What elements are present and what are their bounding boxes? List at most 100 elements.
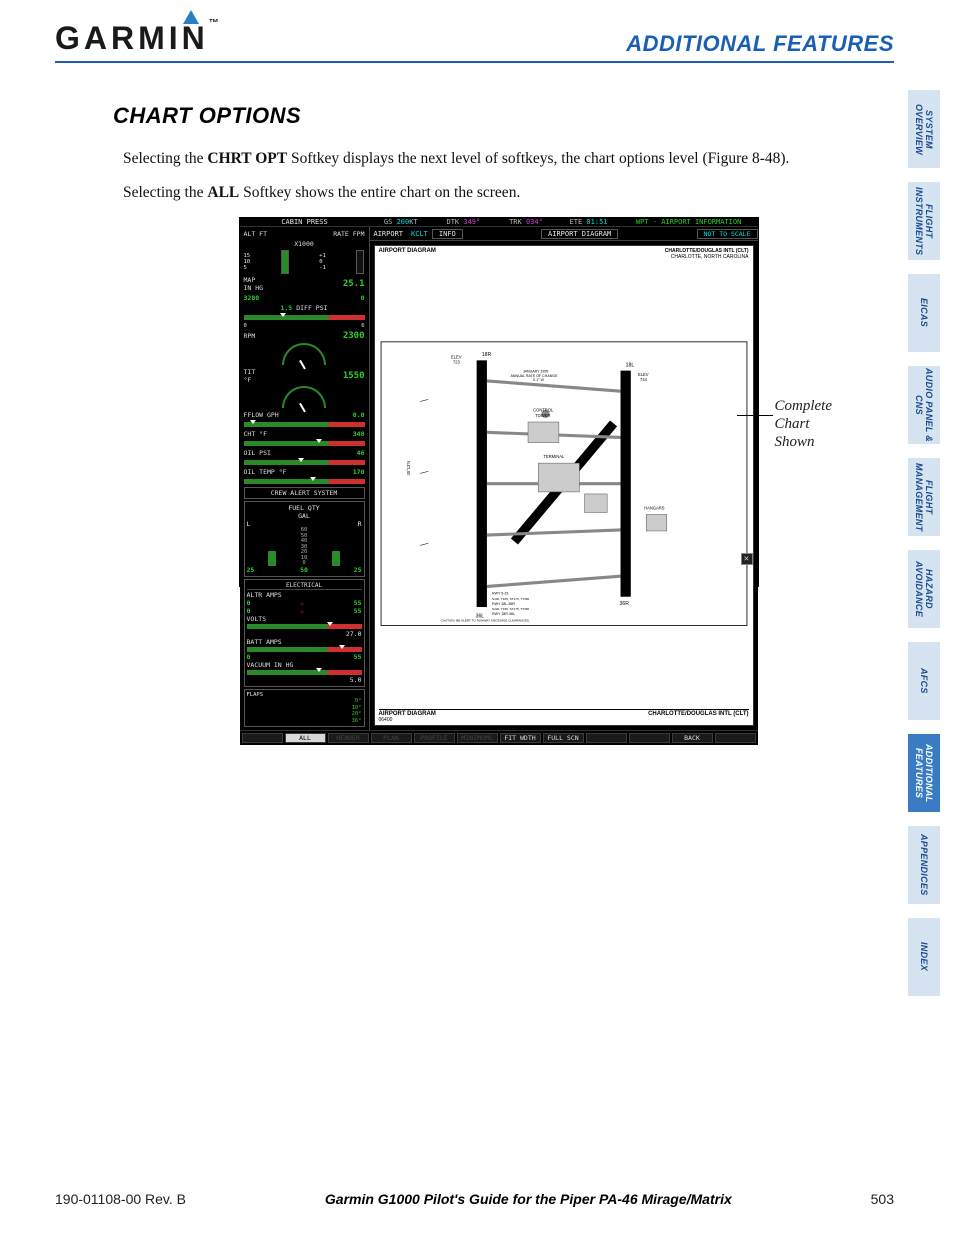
alt-ticks: 15105 <box>244 253 251 271</box>
tit-val: 1550 <box>343 371 365 381</box>
section-heading: CHART OPTIONS <box>113 103 874 129</box>
gs-val: 200 <box>397 218 410 226</box>
rpm-gauge-icon <box>282 343 326 365</box>
logo-text: GARMIN™ <box>55 20 223 57</box>
batt-bar <box>247 647 362 652</box>
softkey-header[interactable]: HEADER <box>328 733 369 743</box>
paper-footer-l: AIRPORT DIAGRAM06400 <box>379 711 436 723</box>
callout-l2: Chart <box>775 416 810 432</box>
dtk-val: 349° <box>463 218 480 226</box>
fuel-bars: 6050403020100 <box>247 528 362 566</box>
tab-index[interactable]: INDEX <box>908 918 940 996</box>
content-area: CHART OPTIONS Selecting the CHRT OPT Sof… <box>55 103 874 616</box>
gs-lbl: GS <box>384 218 392 226</box>
diff-val: 1.5 <box>280 304 292 312</box>
softkey-plan[interactable]: PLAN <box>371 733 412 743</box>
altr2-vals: 0⚠55 <box>247 607 362 615</box>
softkey-back[interactable]: BACK <box>672 733 713 743</box>
softkey-1[interactable] <box>242 733 283 743</box>
tab-audio-panel[interactable]: AUDIO PANEL & CNS <box>908 366 940 444</box>
svg-text:RWY 18L-36R: RWY 18L-36R <box>492 602 515 606</box>
tab-afcs[interactable]: AFCS <box>908 642 940 720</box>
airport-lbl: AIRPORT <box>370 230 408 238</box>
tab-appendices[interactable]: APPENDICES <box>908 826 940 904</box>
oiltemp-bar <box>244 479 365 484</box>
altr-lbl: ALTR AMPS <box>247 591 282 599</box>
cht-ptr <box>316 439 322 443</box>
softkey-12[interactable] <box>715 733 756 743</box>
tab-hazard-avoidance[interactable]: HAZARD AVOIDANCE <box>908 550 940 628</box>
altr-row: ALTR AMPS <box>247 591 362 599</box>
oiltemp-lbl: OIL TEMP °F <box>244 468 287 476</box>
softkey-10[interactable] <box>629 733 670 743</box>
eis-alt-scale: 15105 +10-1 <box>244 250 365 274</box>
softkey-profile[interactable]: PROFILE <box>414 733 455 743</box>
softkey-minimums[interactable]: MINIMUMS <box>457 733 498 743</box>
wpt-title: WPT - AIRPORT INFORMATION <box>620 218 758 226</box>
svg-text:TOWER: TOWER <box>535 413 550 418</box>
fflow-bar <box>244 422 365 427</box>
rpm-lbl: RPM <box>244 332 256 340</box>
rate-bar <box>356 250 364 274</box>
tab-additional-features[interactable]: ADDITIONAL FEATURES <box>908 734 940 812</box>
paragraph-2: Selecting the ALL Softkey shows the enti… <box>123 181 874 205</box>
mfd-display: CABIN PRESS GS 200KT DTK 349° TRK 034° E… <box>239 217 759 587</box>
callout-text: Complete Chart Shown <box>775 397 833 451</box>
volts-val: 27.0 <box>247 630 362 638</box>
vac-row: VACUUM IN HG <box>247 661 362 669</box>
info-box[interactable]: INFO <box>432 229 463 239</box>
map-val: 25.1 <box>343 279 365 289</box>
dtk-lbl: DTK <box>447 218 460 226</box>
tit-unit: °F <box>244 376 252 384</box>
softkey-9[interactable] <box>586 733 627 743</box>
map-lbl: MAP <box>244 276 256 284</box>
volts-bar <box>247 624 362 629</box>
x1000: X1000 <box>294 240 314 248</box>
oilpsi-lbl: OIL PSI <box>244 449 271 457</box>
diagram-box[interactable]: AIRPORT DIAGRAM <box>541 229 618 239</box>
vac-lbl: VACUUM IN HG <box>247 661 294 669</box>
chart-title-row: AIRPORT DIAGRAM CHARLOTTE/DOUGLAS INTL (… <box>379 248 749 260</box>
rate-lbl: RATE FPM <box>333 230 364 238</box>
diff-ptr <box>280 313 286 317</box>
fuel-r-bar <box>311 528 361 566</box>
oilpsi-val: 46 <box>357 449 365 457</box>
cabin-press-label: CABIN PRESS <box>240 218 370 226</box>
svg-text:TERMINAL: TERMINAL <box>543 454 564 459</box>
eis-rpm: RPM2300 <box>244 331 365 341</box>
gs-unit: KT <box>409 218 417 226</box>
chart-area: AIRPORT KCLT INFO AIRPORT DIAGRAM NOT TO… <box>370 227 758 730</box>
svg-text:18R: 18R <box>481 352 491 358</box>
psirate0: 0 <box>361 294 365 302</box>
oilpsi-ptr <box>298 458 304 462</box>
garmin-logo: GARMIN™ <box>55 20 223 57</box>
oiltemp-val: 170 <box>353 468 365 476</box>
svg-text:35°13'N: 35°13'N <box>405 461 410 476</box>
eis-x1000: X1000 <box>244 240 365 248</box>
svg-text:RWY 18R-36L: RWY 18R-36L <box>492 612 515 616</box>
figure-wrap: CABIN PRESS GS 200KT DTK 349° TRK 034° E… <box>123 217 874 587</box>
softkey-fitwdth[interactable]: FIT WDTH <box>500 733 541 743</box>
nav-gs: GS 200KT <box>370 218 433 226</box>
altft-lbl: ALT FT <box>244 230 267 238</box>
softkey-all[interactable]: ALL <box>285 733 326 743</box>
mfd-main: ALT FTRATE FPM X1000 15105 +10-1 MAPIN H… <box>240 227 758 730</box>
tab-system-overview[interactable]: SYSTEM OVERVIEW <box>908 90 940 168</box>
alt-bar <box>281 250 289 274</box>
cht-lbl: CHT °F <box>244 430 267 438</box>
tab-flight-instruments[interactable]: FLIGHT INSTRUMENTS <box>908 182 940 260</box>
crew-alert: CREW ALERT SYSTEM <box>244 487 365 499</box>
close-icon[interactable]: ✕ <box>741 553 753 565</box>
eis-oilpsi: OIL PSI 46 <box>244 449 365 457</box>
svg-text:744: 744 <box>640 377 648 382</box>
fuel-hdr: FUEL QTYGAL <box>247 504 362 520</box>
nav-trk: TRK 034° <box>495 218 558 226</box>
chart-header: AIRPORT KCLT INFO AIRPORT DIAGRAM NOT TO… <box>370 227 758 241</box>
oilpsi-bar <box>244 460 365 465</box>
tab-eicas[interactable]: EICAS <box>908 274 940 352</box>
tab-flight-management[interactable]: FLIGHT MANAGEMENT <box>908 458 940 536</box>
para2-a: Selecting the <box>123 184 207 201</box>
chart-paper: AIRPORT DIAGRAM CHARLOTTE/DOUGLAS INTL (… <box>374 245 754 726</box>
nav-dtk: DTK 349° <box>432 218 495 226</box>
softkey-fullscn[interactable]: FULL SCN <box>543 733 584 743</box>
